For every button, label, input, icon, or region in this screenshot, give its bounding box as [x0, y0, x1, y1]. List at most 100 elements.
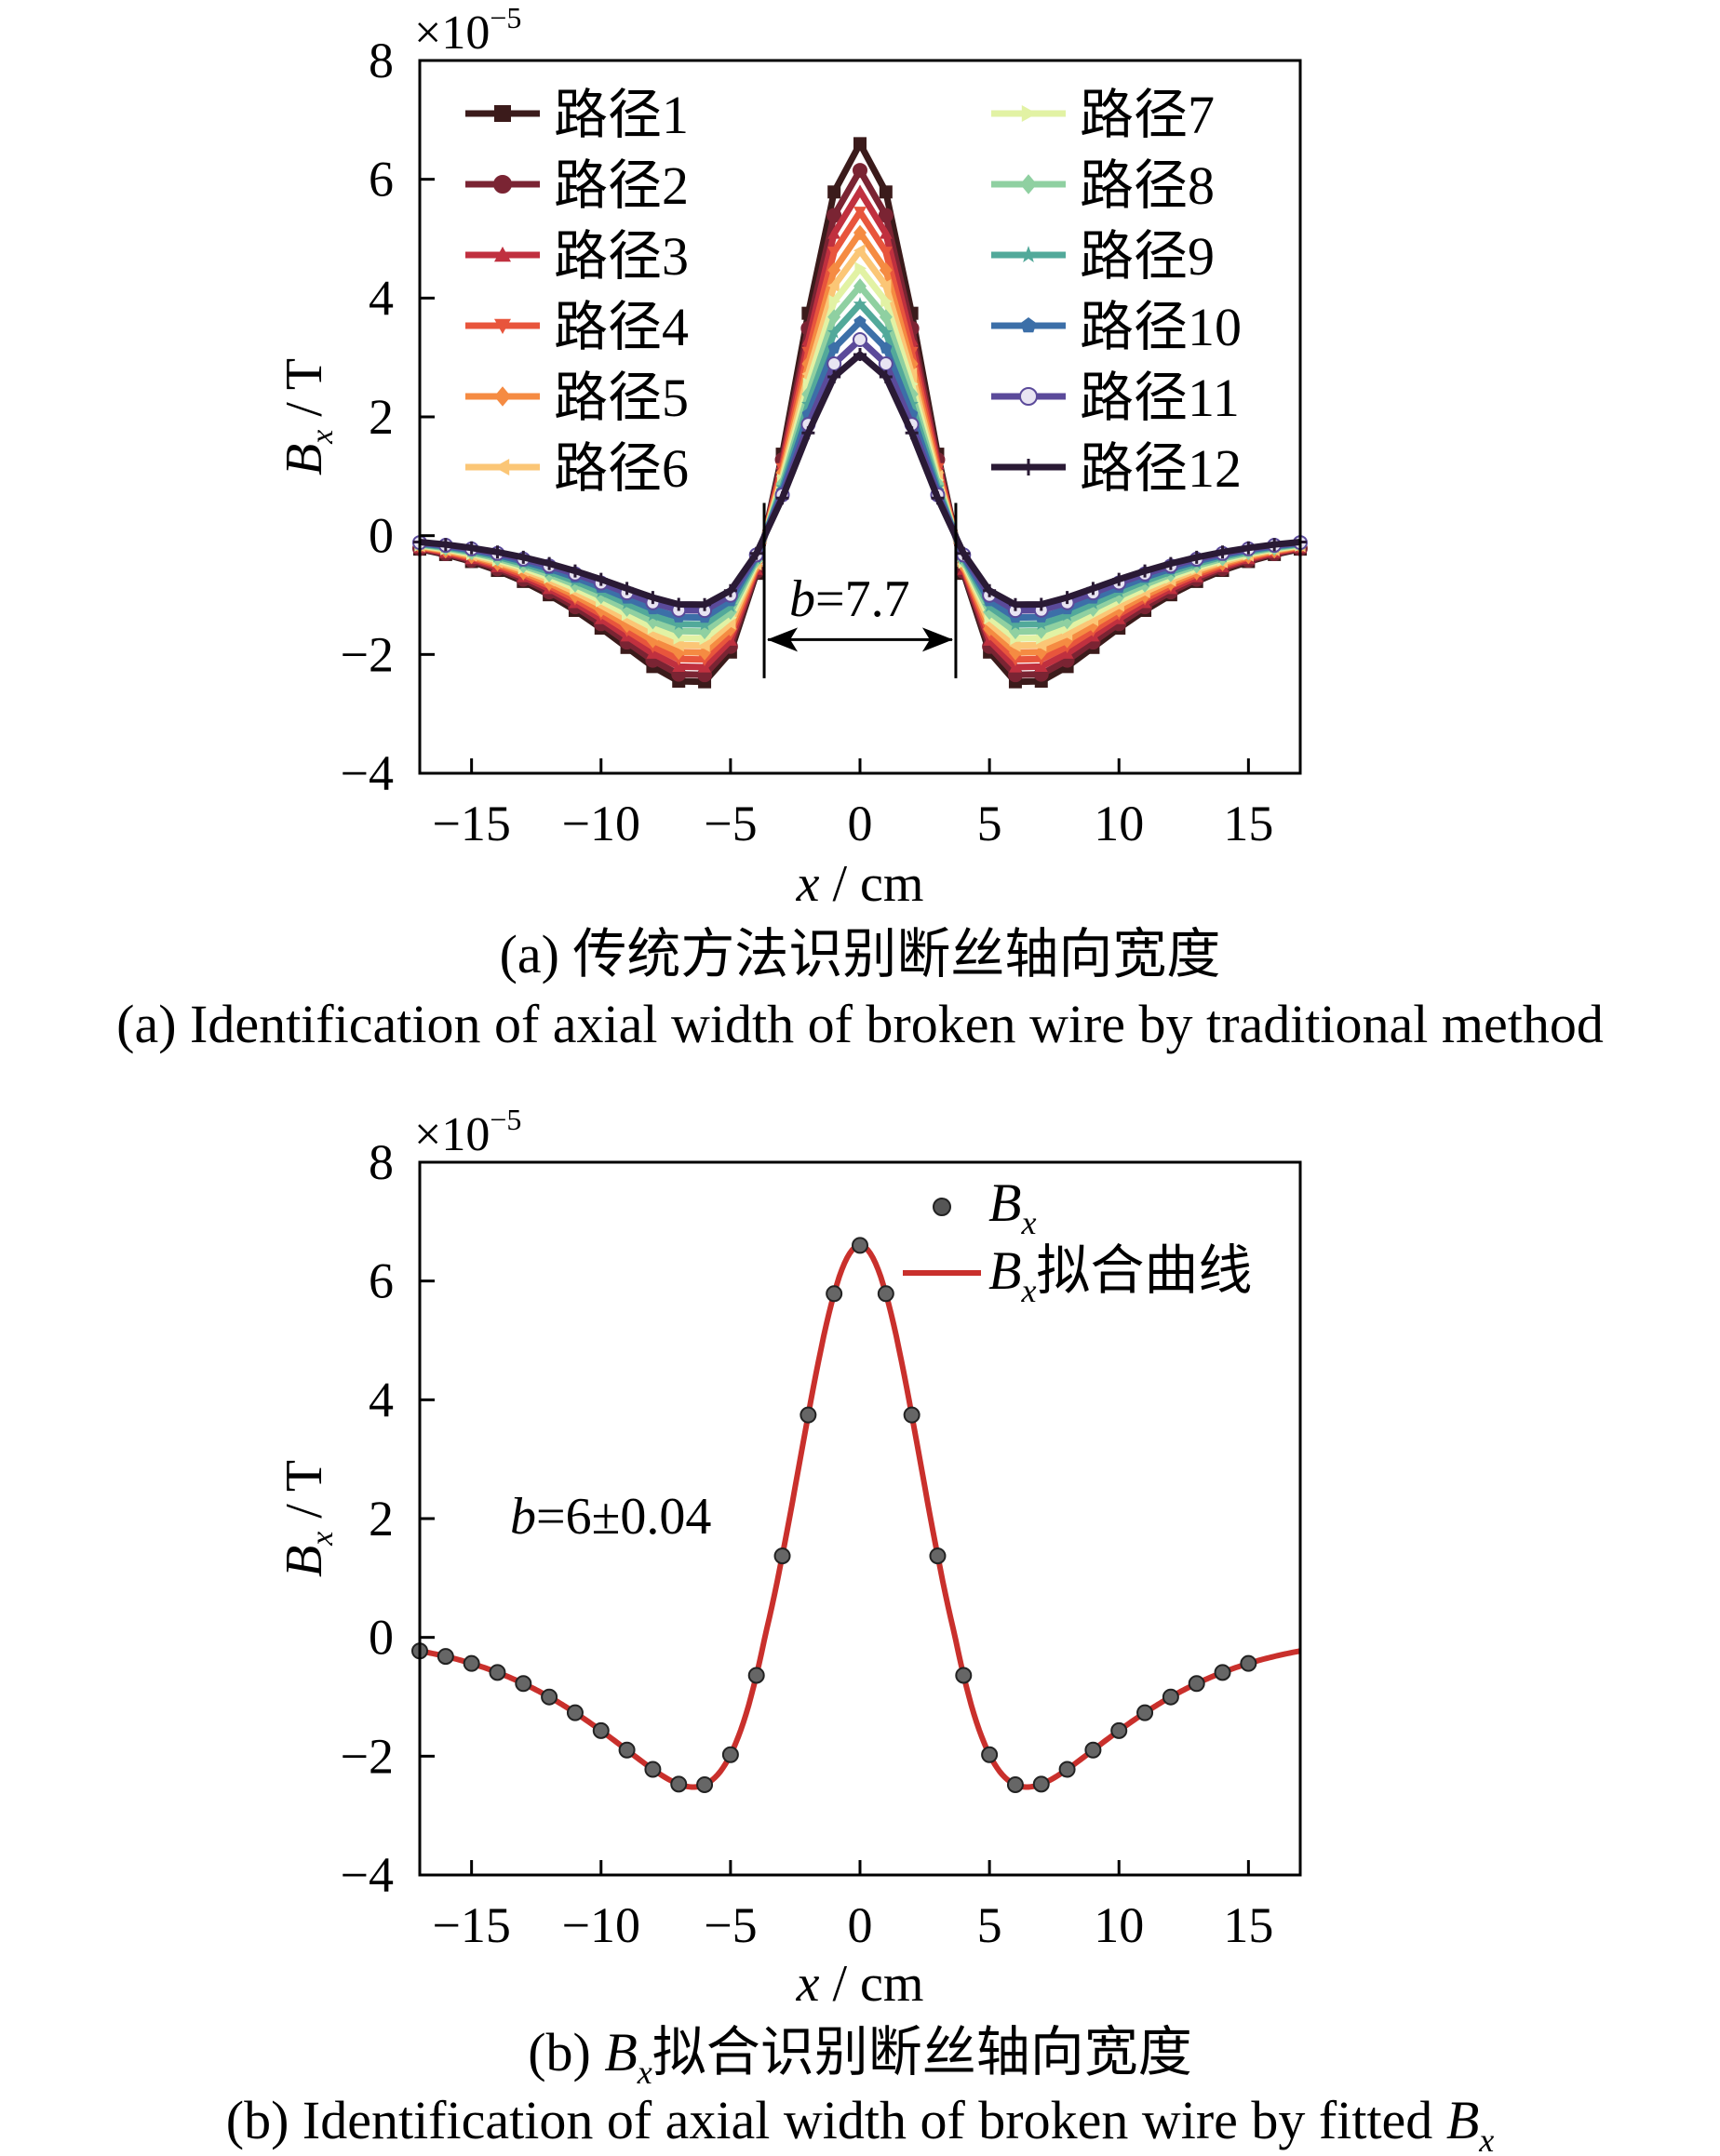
- series-9-marker: [646, 608, 660, 622]
- series-12-marker: [853, 347, 867, 361]
- series-12-marker: [1268, 538, 1282, 552]
- panel-b-caption-en: (b) Identification of axial width of bro…: [226, 2090, 1494, 2156]
- panel-a-y-tick-label: −4: [341, 745, 394, 801]
- data-point: [826, 1285, 843, 1303]
- panel-a-width-label: b=7.7: [789, 570, 910, 628]
- data-point: [955, 1667, 973, 1684]
- panel-b-y-axis-label: Bx / T: [275, 1460, 340, 1577]
- series-3-marker: [698, 661, 712, 673]
- legend-label-9: 路径9: [1080, 226, 1215, 287]
- series-12-marker: [931, 491, 945, 505]
- data-point: [1058, 1761, 1076, 1778]
- panel-b-x-tick-label: −5: [704, 1897, 757, 1953]
- series-7-marker: [880, 294, 893, 308]
- series-3-marker: [1008, 661, 1022, 673]
- legend-marker-12: [1020, 459, 1037, 475]
- panel-a-y-tick-label: 8: [369, 33, 394, 88]
- panel-a-y-tick-label: 2: [369, 389, 394, 445]
- data-point: [1136, 1704, 1154, 1721]
- data-point: [903, 1406, 920, 1424]
- series-12-marker: [827, 369, 841, 383]
- panel-a-y-multiplier: ×10−5: [414, 1, 521, 60]
- series-1-marker: [879, 185, 893, 199]
- series-9-marker: [879, 325, 894, 339]
- series-12-marker: [905, 426, 919, 440]
- series-9-marker: [671, 617, 686, 630]
- series-9-marker: [826, 325, 841, 339]
- series-12-marker: [646, 591, 660, 605]
- series-12-marker: [1086, 582, 1100, 596]
- panel-b-y-multiplier: ×10−5: [414, 1103, 521, 1161]
- series-1-marker: [853, 137, 867, 151]
- data-point: [1084, 1741, 1102, 1759]
- panel-b-legend: Bx Bx拟合曲线: [903, 1172, 1252, 1309]
- series-8-marker: [879, 309, 893, 326]
- series-3-marker: [853, 184, 867, 197]
- series-11-marker: [826, 355, 842, 371]
- panel-b-y-ticks: −4 −2 0 2 4 6 8: [341, 1134, 435, 1903]
- series-12-marker: [1008, 597, 1022, 611]
- data-point: [747, 1667, 765, 1684]
- series-6-marker: [1060, 627, 1073, 641]
- series-12-marker: [749, 546, 763, 560]
- legend-marker-1: [494, 105, 511, 122]
- series-2-marker: [878, 208, 894, 223]
- series-12-marker: [1189, 550, 1203, 564]
- legend-label-1: 路径1: [554, 85, 689, 145]
- data-point: [644, 1761, 662, 1778]
- panel-a-y-tick-label: −2: [341, 626, 394, 682]
- legend-marker-5: [494, 386, 511, 407]
- data-point: [1240, 1654, 1257, 1672]
- panel-b-y-tick-label: 8: [369, 1134, 394, 1190]
- series-12-marker: [594, 572, 608, 586]
- legend-label-3: 路径3: [554, 226, 689, 287]
- series-12-marker: [1163, 556, 1177, 570]
- series-4-marker: [827, 247, 841, 259]
- data-point: [721, 1746, 739, 1763]
- data-point: [1162, 1688, 1179, 1706]
- series-9-marker: [801, 396, 815, 410]
- series-12-marker: [620, 582, 634, 596]
- series-12-marker: [672, 597, 686, 611]
- data-point: [566, 1704, 584, 1721]
- series-5-marker: [853, 224, 867, 241]
- series-12-marker: [1112, 572, 1126, 586]
- legend-marker-6: [494, 459, 510, 475]
- panel-a-y-tick-label: 4: [369, 270, 394, 326]
- data-point: [877, 1285, 894, 1303]
- series-12: [413, 347, 1307, 611]
- legend-label-2: 路径2: [554, 155, 689, 216]
- panel-a-x-tick-label: −5: [704, 796, 757, 851]
- series-9-marker: [1034, 617, 1049, 630]
- series-12-marker: [438, 538, 452, 552]
- series-3-marker: [1034, 660, 1048, 673]
- series-8-marker: [827, 309, 841, 326]
- width-arrow-head-right: [921, 627, 953, 652]
- panel-b-x-tick-label: 0: [848, 1897, 873, 1953]
- panel-a-curves: [412, 137, 1308, 689]
- panel-b-y-tick-label: 2: [369, 1491, 394, 1547]
- data-point: [1110, 1721, 1128, 1739]
- panel-b-x-ticks: −15 −10 −5 0 5 10 15: [432, 1860, 1273, 1953]
- series-12-marker: [490, 545, 504, 559]
- legend-marker-2: [493, 175, 512, 194]
- series-4-marker: [879, 247, 893, 259]
- legend-marker-10: [1020, 317, 1037, 333]
- series-3-marker: [827, 227, 841, 239]
- data-point: [1214, 1664, 1231, 1681]
- series-2-marker: [826, 208, 842, 223]
- series-2-marker: [853, 163, 867, 179]
- panel-a-y-tick-label: 6: [369, 152, 394, 208]
- series-12-marker: [543, 556, 557, 570]
- legend-label-7: 路径7: [1080, 85, 1215, 145]
- series-6-marker: [1034, 638, 1047, 652]
- series-12-marker: [983, 583, 997, 597]
- series-3-marker: [672, 660, 686, 673]
- series-9-marker: [905, 396, 919, 410]
- legend-label-4: 路径4: [554, 297, 689, 357]
- series-6-marker: [672, 638, 684, 652]
- series-11-marker: [878, 355, 894, 371]
- panel-b: −15 −10 −5 0 5 10 15 −4 −2 0 2 4 6 8 ×10−5 Bx / T x …: [226, 1103, 1494, 2156]
- series-6-marker: [1008, 638, 1021, 652]
- series-12-marker: [775, 491, 789, 505]
